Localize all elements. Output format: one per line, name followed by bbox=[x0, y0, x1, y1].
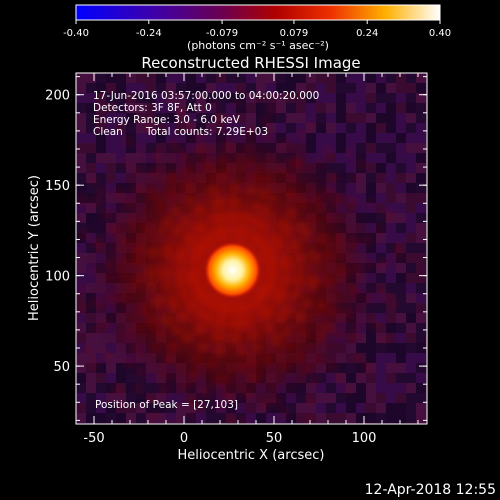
colorbar-tick-label: 0.24 bbox=[356, 28, 378, 39]
colorbar-tick-label: 0.40 bbox=[429, 28, 451, 39]
y-tick-label: 50 bbox=[53, 360, 70, 375]
chart-title: Reconstructed RHESSI Image bbox=[141, 54, 360, 72]
annotation-clean: Clean bbox=[93, 126, 123, 138]
y-axis-label: Heliocentric Y (arcsec) bbox=[27, 175, 42, 321]
colorbar-tick-label: 0.079 bbox=[280, 28, 309, 39]
colorbar-unit-label: (photons cm⁻² s⁻¹ asec⁻²) bbox=[187, 39, 329, 52]
x-axis: -50 0 50 100 bbox=[83, 73, 419, 446]
y-axis: 50 100 150 200 bbox=[45, 76, 427, 421]
y-tick-label: 100 bbox=[45, 270, 70, 285]
x-tick-label: 50 bbox=[266, 431, 283, 446]
peak-position-label: Position of Peak = [27,103] bbox=[95, 399, 238, 411]
annotation-detectors: Detectors: 3F 8F, Att 0 bbox=[93, 102, 212, 114]
x-tick-label: 0 bbox=[180, 431, 188, 446]
annotation-time-range: 17-Jun-2016 03:57:00.000 to 04:00:20.000 bbox=[93, 90, 319, 102]
x-axis-label: Heliocentric X (arcsec) bbox=[178, 448, 325, 463]
heatmap-image bbox=[76, 73, 427, 424]
colorbar-ticks: -0.40 -0.24 -0.079 0.079 0.24 0.40 bbox=[63, 20, 451, 39]
annotation-energy-range: Energy Range: 3.0 - 6.0 keV bbox=[93, 114, 241, 126]
y-tick-label: 200 bbox=[45, 89, 70, 104]
timestamp: 12-Apr-2018 12:55 bbox=[365, 482, 496, 498]
x-tick-label: -50 bbox=[83, 431, 104, 446]
annotation-total-counts: Total counts: 7.29E+03 bbox=[145, 126, 268, 138]
colorbar-tick-label: -0.24 bbox=[136, 28, 162, 39]
colorbar bbox=[75, 4, 441, 21]
plot-frame bbox=[75, 72, 428, 425]
x-tick-label: 100 bbox=[352, 431, 377, 446]
colorbar-tick-label: -0.40 bbox=[63, 28, 89, 39]
y-tick-label: 150 bbox=[45, 179, 70, 194]
peak-source bbox=[204, 242, 261, 299]
colorbar-tick-label: -0.079 bbox=[206, 28, 238, 39]
